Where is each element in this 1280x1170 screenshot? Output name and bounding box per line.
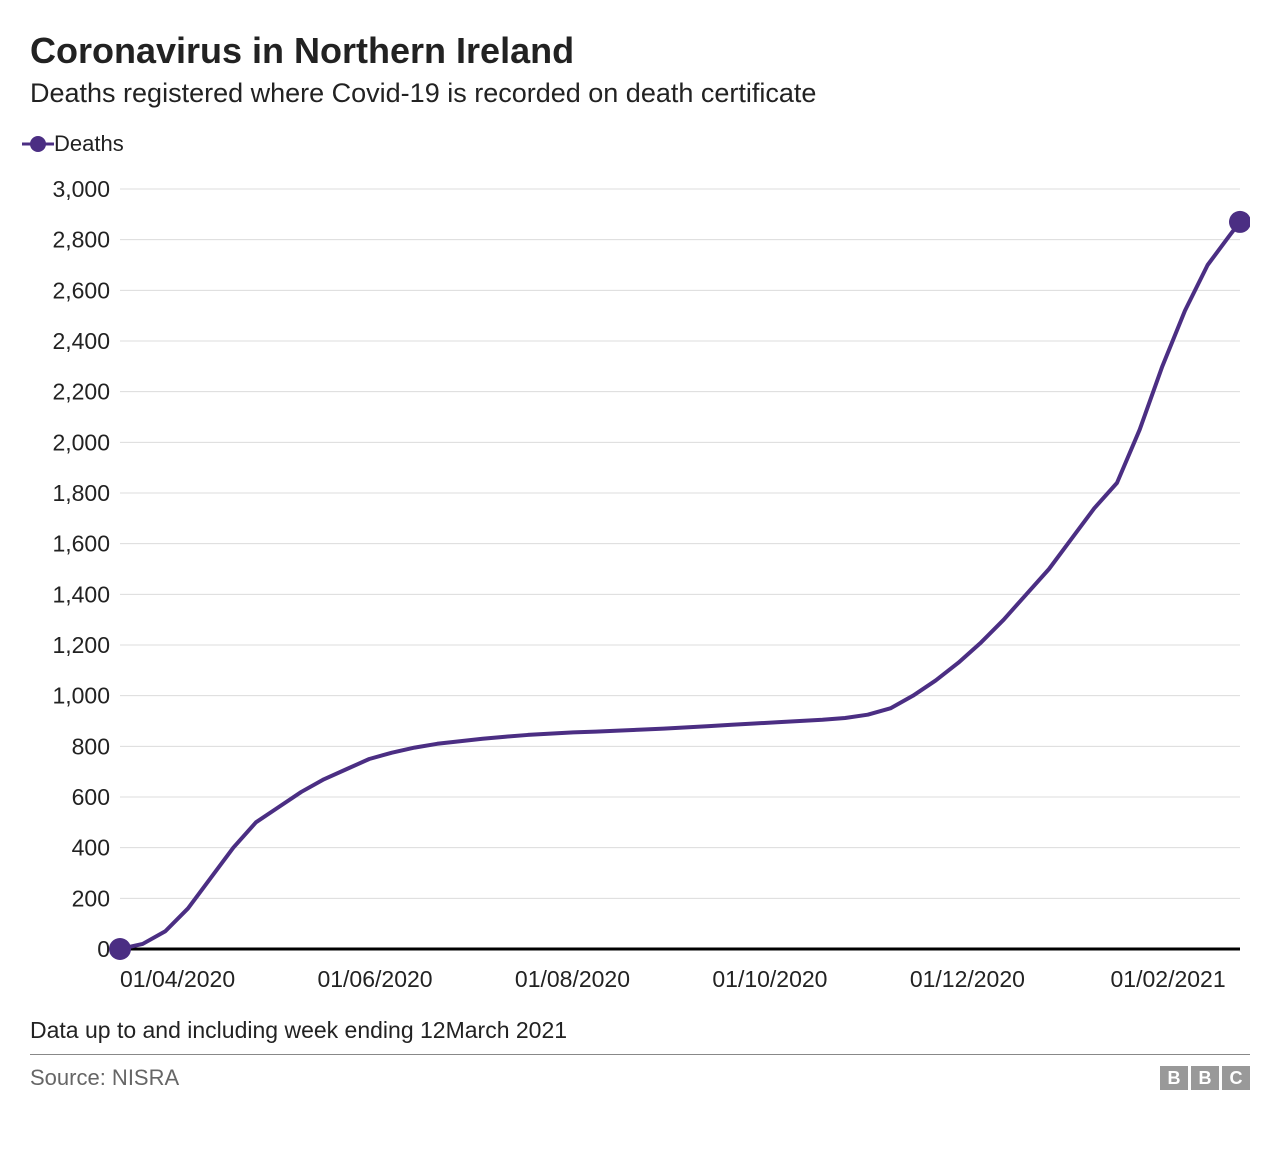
svg-text:2,600: 2,600 <box>52 277 110 303</box>
svg-text:200: 200 <box>72 885 110 911</box>
svg-text:1,800: 1,800 <box>52 480 110 506</box>
svg-text:01/12/2020: 01/12/2020 <box>910 966 1025 992</box>
svg-text:01/10/2020: 01/10/2020 <box>712 966 827 992</box>
svg-text:01/04/2020: 01/04/2020 <box>120 966 235 992</box>
svg-text:1,600: 1,600 <box>52 531 110 557</box>
svg-text:1,400: 1,400 <box>52 581 110 607</box>
svg-text:2,000: 2,000 <box>52 429 110 455</box>
svg-text:01/08/2020: 01/08/2020 <box>515 966 630 992</box>
bbc-logo: BBC <box>1160 1066 1250 1090</box>
svg-text:01/02/2021: 01/02/2021 <box>1111 966 1226 992</box>
svg-text:1,200: 1,200 <box>52 632 110 658</box>
svg-text:400: 400 <box>72 835 110 861</box>
bbc-logo-letter: B <box>1160 1066 1188 1090</box>
svg-text:2,200: 2,200 <box>52 379 110 405</box>
svg-text:1,000: 1,000 <box>52 683 110 709</box>
line-chart-svg: 0 200 400 600 800 1,000 1,200 1,400 1,600 1,800 2,… <box>30 169 1250 999</box>
bbc-logo-letter: C <box>1222 1066 1250 1090</box>
source-label: Source: NISRA <box>30 1065 179 1091</box>
svg-text:0: 0 <box>97 936 110 962</box>
svg-text:3,000: 3,000 <box>52 176 110 202</box>
svg-text:600: 600 <box>72 784 110 810</box>
chart-plot: 0 200 400 600 800 1,000 1,200 1,400 1,600 1,800 2,… <box>30 169 1250 999</box>
chart-footer: Source: NISRA BBC <box>30 1065 1250 1091</box>
svg-text:2,400: 2,400 <box>52 328 110 354</box>
chart-note: Data up to and including week ending 12M… <box>30 1017 1250 1055</box>
chart-subtitle: Deaths registered where Covid-19 is reco… <box>30 78 1250 109</box>
svg-text:800: 800 <box>72 733 110 759</box>
legend-marker-icon <box>30 136 46 152</box>
legend: Deaths <box>30 131 1250 157</box>
svg-text:2,800: 2,800 <box>52 227 110 253</box>
legend-label: Deaths <box>54 131 124 157</box>
svg-text:01/06/2020: 01/06/2020 <box>317 966 432 992</box>
bbc-logo-letter: B <box>1191 1066 1219 1090</box>
chart-title: Coronavirus in Northern Ireland <box>30 30 1250 72</box>
